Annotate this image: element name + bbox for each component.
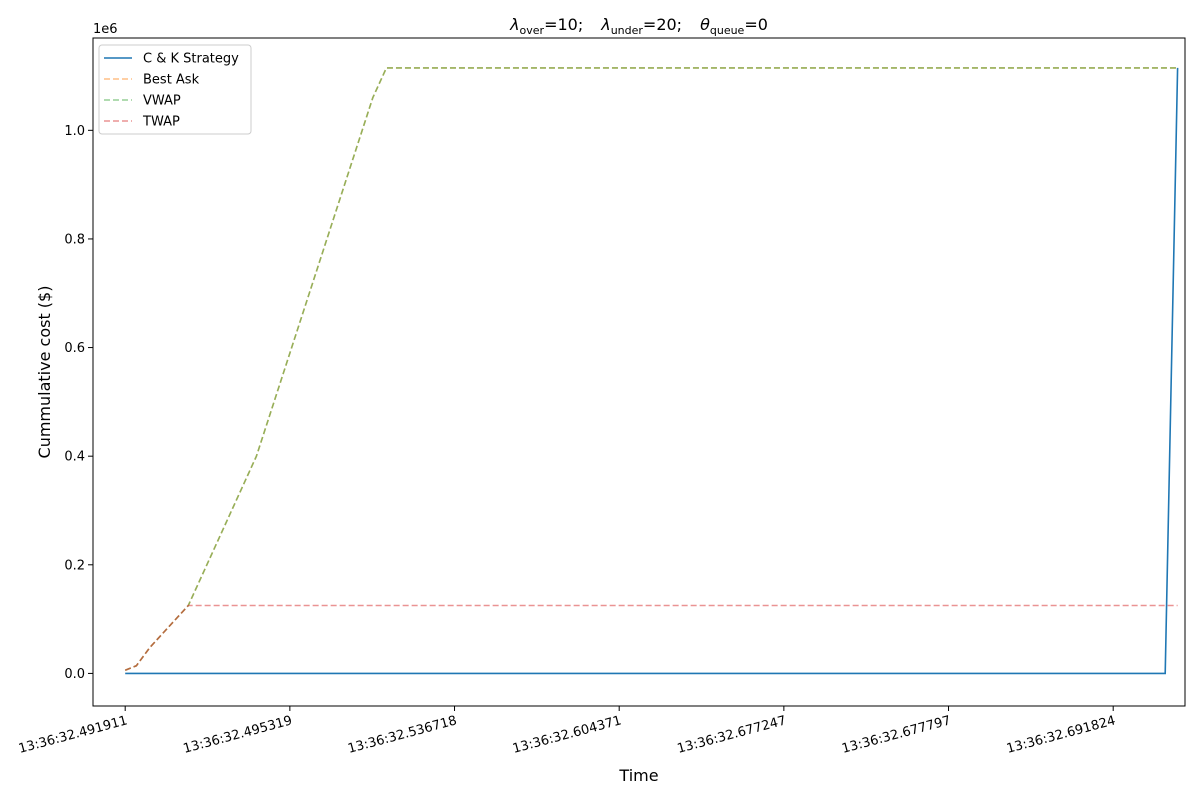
title-over-value: =10;	[544, 15, 583, 34]
legend-label: Best Ask	[143, 73, 200, 88]
y-tick-label: 0.0	[64, 667, 85, 682]
y-offset-label: 1e6	[93, 22, 118, 37]
title-lambda-over: λ	[509, 15, 519, 34]
legend-box	[98, 44, 252, 135]
plot-area	[93, 38, 1185, 706]
chart-title: λover=10; λunder=20; θqueue=0	[509, 15, 768, 37]
y-tick-label: 0.2	[64, 558, 85, 573]
series-line-vwap	[124, 67, 1178, 671]
legend: C & K Strategy Best Ask VWAP TWAP	[98, 44, 252, 135]
y-tick-label: 0.4	[64, 450, 85, 465]
title-under-value: =20;	[643, 15, 682, 34]
series-lines	[124, 67, 1179, 675]
title-lambda-under: λ	[600, 15, 610, 34]
y-tick-label: 1.0	[64, 124, 85, 139]
legend-label: TWAP	[142, 115, 180, 130]
title-over-subscript: over	[520, 24, 545, 37]
title-queue-value: =0	[744, 15, 768, 34]
y-axis-label: Cummulative cost ($)	[35, 286, 54, 459]
y-tick-label: 0.8	[64, 232, 85, 247]
title-theta-queue: θ	[700, 15, 710, 34]
legend-label: VWAP	[143, 94, 181, 109]
legend-label: C & K Strategy	[143, 52, 239, 67]
series-line-c-k-strategy	[125, 67, 1179, 675]
title-under-subscript: under	[611, 24, 644, 37]
title-queue-subscript: queue	[710, 24, 745, 37]
plot-frame	[92, 37, 1186, 707]
x-axis-label: Time	[618, 766, 658, 785]
y-tick-label: 0.6	[64, 341, 85, 356]
